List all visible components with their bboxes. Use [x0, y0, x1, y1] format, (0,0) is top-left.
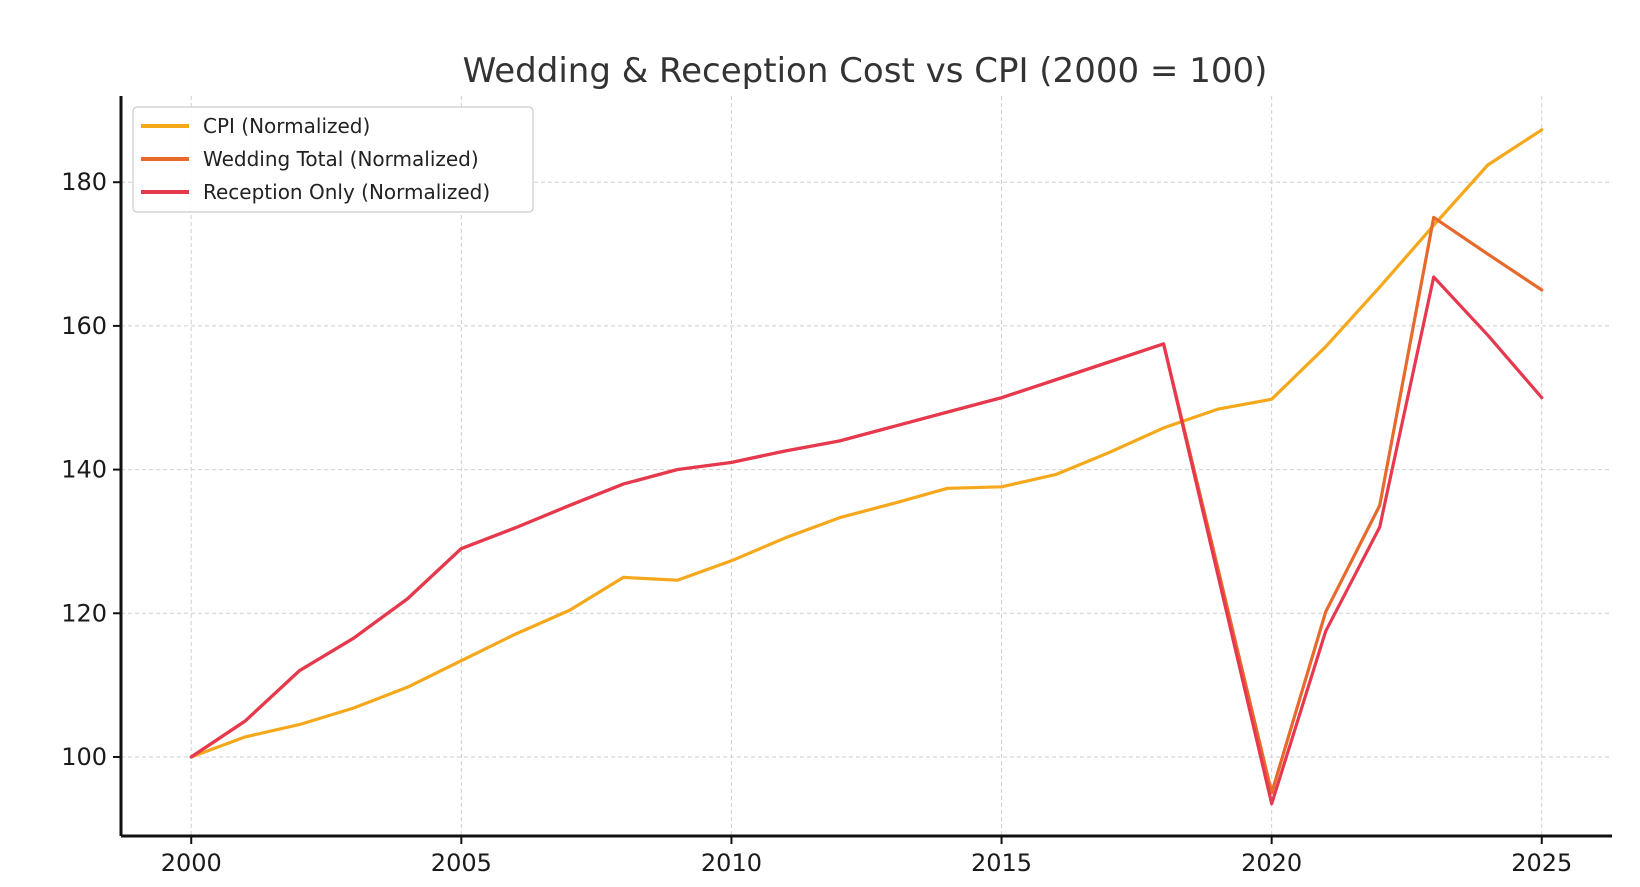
- chart-title: Wedding & Reception Cost vs CPI (2000 = …: [463, 51, 1268, 91]
- legend-label-2: Wedding Total (Normalized): [203, 147, 479, 171]
- series-line-1: [189, 128, 1544, 759]
- y-tick-label: 120: [61, 599, 107, 627]
- y-tick-label: 140: [61, 456, 107, 484]
- legend-label-1: CPI (Normalized): [203, 114, 370, 138]
- y-tick-label: 100: [61, 743, 107, 771]
- x-tick-label: 2000: [161, 849, 222, 877]
- x-tick-label: 2005: [431, 849, 492, 877]
- x-tick-label: 2020: [1241, 849, 1302, 877]
- legend-frame: [132, 106, 534, 213]
- x-tick-label: 2010: [701, 849, 762, 877]
- legend: CPI (Normalized) Wedding Total (Normalize…: [132, 106, 534, 213]
- axes-layer: 2000 2005 2010 2015 2020 2025 100 120 140 160 180: [61, 96, 1612, 877]
- series-line-3: [189, 275, 1544, 806]
- series-line-2: [189, 215, 1544, 795]
- y-tick-label: 180: [61, 168, 107, 196]
- x-tick-label: 2015: [971, 849, 1032, 877]
- x-tick-label: 2025: [1511, 849, 1572, 877]
- legend-label-3: Reception Only (Normalized): [203, 180, 490, 204]
- series-layer: [189, 128, 1544, 806]
- y-tick-label: 160: [61, 312, 107, 340]
